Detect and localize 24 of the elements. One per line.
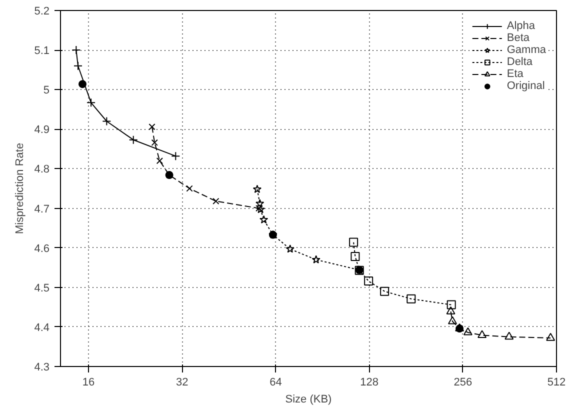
y-tick-label: 5 bbox=[43, 84, 50, 97]
y-tick-label: 4.6 bbox=[34, 242, 50, 255]
y-tick-label: 5.2 bbox=[34, 6, 50, 18]
legend-label: Alpha bbox=[506, 20, 536, 32]
x-tick-label: 256 bbox=[454, 376, 472, 388]
x-axis-title: Size (KB) bbox=[285, 394, 332, 406]
legend-label: Gamma bbox=[506, 44, 546, 56]
x-tick-label: 128 bbox=[360, 376, 378, 388]
x-tick-label: 512 bbox=[547, 376, 566, 388]
legend-label: Eta bbox=[506, 68, 524, 80]
x-tick-label: 32 bbox=[176, 376, 188, 388]
y-tick-label: 4.3 bbox=[34, 362, 50, 374]
y-tick-label: 4.8 bbox=[34, 164, 50, 176]
x-tick-label: 16 bbox=[82, 376, 95, 388]
y-tick-label: 4.4 bbox=[34, 322, 50, 334]
y-tick-label: 5.1 bbox=[34, 45, 50, 58]
legend-label: Original bbox=[506, 80, 545, 92]
y-tick-label: 4.7 bbox=[34, 203, 50, 216]
legend-label: Delta bbox=[506, 56, 533, 68]
y-axis-title: Misprediction Rate bbox=[14, 142, 26, 234]
y-tick-label: 4.9 bbox=[34, 124, 50, 136]
legend-label: Beta bbox=[506, 32, 530, 44]
y-tick-label: 4.5 bbox=[34, 282, 50, 294]
x-tick-label: 64 bbox=[270, 376, 282, 388]
